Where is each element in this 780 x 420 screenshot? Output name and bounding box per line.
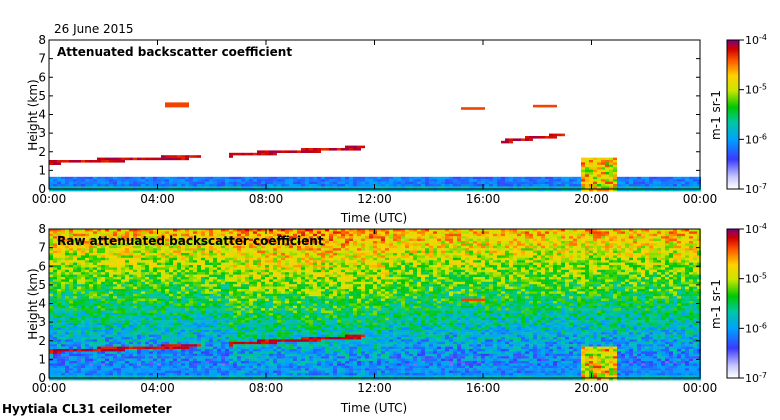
y-axis-ticks: 0 1 2 3 4 5 6 7 8	[38, 222, 700, 385]
panel-title: Attenuated backscatter coefficient	[57, 45, 292, 59]
x-tick-label: 16:00	[466, 381, 501, 395]
x-tick-label: 08:00	[249, 192, 284, 206]
colorbar	[726, 39, 740, 190]
y-tick-label: 5	[38, 89, 46, 103]
y-tick-label: 0	[38, 182, 46, 196]
x-tick-label: 20:00	[574, 192, 609, 206]
y-tick-label: 7	[38, 52, 46, 66]
y-tick-label: 2	[38, 145, 46, 159]
y-tick-label: 4	[38, 297, 46, 311]
y-tick-label: 8	[38, 33, 46, 47]
y-tick-label: 3	[38, 315, 46, 329]
heatmap-image	[49, 102, 701, 192]
y-tick-label: 3	[38, 126, 46, 140]
x-axis-ticks: 00:00 04:00 08:00 12:00 16:00 20:00 00:00	[32, 40, 718, 206]
colorbar-tick-label: 10-4	[745, 222, 767, 236]
y-axis-label: Height (km)	[26, 268, 40, 339]
colorbar-label: m-1 sr-1	[709, 279, 723, 329]
y-tick-label: 6	[38, 259, 46, 273]
colorbar-ticks: 10-7 10-6 10-5 10-4	[739, 33, 767, 196]
x-tick-label: 16:00	[466, 192, 501, 206]
y-tick-label: 1	[38, 352, 46, 366]
x-tick-label: 00:00	[32, 381, 67, 395]
x-axis-label: Time (UTC)	[340, 211, 407, 225]
y-tick-label: 1	[38, 163, 46, 177]
x-tick-label: 00:00	[32, 192, 67, 206]
x-tick-label: 04:00	[140, 192, 175, 206]
x-tick-label: 00:00	[683, 192, 718, 206]
panel-raw-attenuated-backscatter: 0 1 2 3 4 5 6 7 8 00:00 04:00 08:00 12:00 16:00 20:00…	[26, 222, 767, 415]
y-tick-label: 5	[38, 278, 46, 292]
site-label: Hyytiala CL31 ceilometer	[2, 402, 172, 416]
y-axis-label: Height (km)	[26, 79, 40, 150]
colorbar-tick-label: 10-6	[745, 321, 767, 335]
y-tick-label: 7	[38, 241, 46, 255]
x-tick-label: 12:00	[357, 381, 392, 395]
colorbar-tick-label: 10-7	[745, 182, 767, 196]
date-label: 26 June 2015	[54, 22, 134, 36]
colorbar-tick-label: 10-4	[745, 33, 767, 47]
y-tick-label: 8	[38, 222, 46, 236]
colorbar-label: m-1 sr-1	[709, 90, 723, 140]
y-tick-label: 2	[38, 334, 46, 348]
colorbar-tick-label: 10-7	[745, 371, 767, 385]
heatmap-image	[49, 229, 701, 381]
y-axis-ticks: 0 1 2 3 4 5 6 7 8	[38, 33, 700, 196]
colorbar-tick-label: 10-5	[745, 83, 767, 97]
x-tick-label: 12:00	[357, 192, 392, 206]
colorbar-ticks: 10-7 10-6 10-5 10-4	[739, 222, 767, 385]
y-tick-label: 0	[38, 371, 46, 385]
panel-title: Raw attenuated backscatter coefficient	[57, 234, 324, 248]
panel-attenuated-backscatter: 0 1 2 3 4 5 6 7 8 00:00 04:00 08:00 12:00 16:00 20:00…	[26, 33, 767, 225]
colorbar-tick-label: 10-5	[745, 272, 767, 286]
x-axis-ticks: 00:00 04:00 08:00 12:00 16:00 20:00 00:00	[32, 229, 718, 395]
x-tick-label: 20:00	[574, 381, 609, 395]
x-tick-label: 08:00	[249, 381, 284, 395]
y-tick-label: 6	[38, 70, 46, 84]
colorbar-tick-label: 10-6	[745, 132, 767, 146]
colorbar	[726, 228, 740, 379]
x-axis-label: Time (UTC)	[340, 401, 407, 415]
y-tick-label: 4	[38, 108, 46, 122]
x-tick-label: 04:00	[140, 381, 175, 395]
x-tick-label: 00:00	[683, 381, 718, 395]
